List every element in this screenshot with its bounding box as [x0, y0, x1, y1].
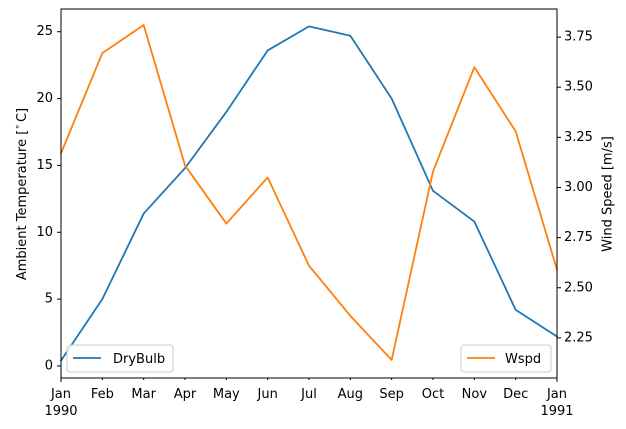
x-tick-label: May	[213, 387, 240, 402]
left-axis-label-degree: ∘	[13, 124, 23, 130]
right-tick-label: 3.00	[564, 180, 593, 195]
x-axis-ticks: Jan Feb Mar Apr May Jun Jul Aug Sep Oct Nov Dec Jan 1…	[44, 378, 574, 419]
right-tick-label: 3.50	[564, 80, 593, 95]
series-line-wspd	[60, 24, 558, 361]
right-tick-label: 2.25	[564, 330, 593, 345]
left-axis-label-unit: C]	[15, 108, 30, 122]
right-axis-label: Wind Speed [m/s]	[601, 136, 616, 252]
left-axis-label-main: Ambient Temperature [	[15, 130, 30, 280]
x-tick-label: Jan	[50, 387, 71, 402]
legend-wspd-box	[460, 344, 552, 373]
left-tick-label: 25	[36, 24, 53, 39]
left-tick-label: 15	[36, 158, 53, 173]
legend-drybulb-box	[66, 344, 174, 373]
x-tick-label: Apr	[174, 387, 197, 402]
series-line-drybulb	[60, 25, 558, 362]
left-axis-ticks: 0 5 10 15 20 25	[36, 24, 61, 373]
left-tick-label: 0	[45, 358, 53, 373]
x-tick-label: Sep	[379, 387, 404, 402]
x-tick-label: Oct	[422, 387, 444, 402]
series-layer	[60, 24, 558, 362]
plot-frame	[60, 8, 558, 379]
right-tick-label: 2.75	[564, 230, 593, 245]
x-tick-label: Jun	[257, 387, 278, 402]
x-tick-label: Feb	[91, 387, 114, 402]
x-tick-label: Mar	[131, 387, 156, 402]
left-tick-label: 20	[36, 91, 53, 106]
right-tick-label: 2.50	[564, 280, 593, 295]
x-year-label: 1991	[540, 404, 573, 419]
legend-wspd-label: Wspd	[505, 352, 541, 367]
plot-background	[61, 9, 557, 378]
left-tick-label: 5	[45, 292, 53, 307]
x-tick-label: Aug	[338, 387, 363, 402]
x-tick-label: Jul	[300, 387, 317, 402]
right-tick-label: 3.75	[564, 30, 593, 45]
right-axis-ticks: 2.25 2.50 2.75 3.00 3.25 3.50 3.75	[557, 30, 593, 345]
x-tick-label: Jan	[546, 387, 567, 402]
x-tick-label: Nov	[462, 387, 488, 402]
left-axis-label: Ambient Temperature [∘ C]	[13, 108, 30, 280]
x-year-label: 1990	[44, 404, 77, 419]
x-tick-label: Dec	[503, 387, 528, 402]
legend-drybulb: DryBulb	[66, 344, 174, 373]
right-tick-label: 3.25	[564, 130, 593, 145]
left-tick-label: 10	[36, 225, 53, 240]
legend-drybulb-label: DryBulb	[113, 352, 165, 367]
legend-wspd: Wspd	[460, 344, 552, 373]
